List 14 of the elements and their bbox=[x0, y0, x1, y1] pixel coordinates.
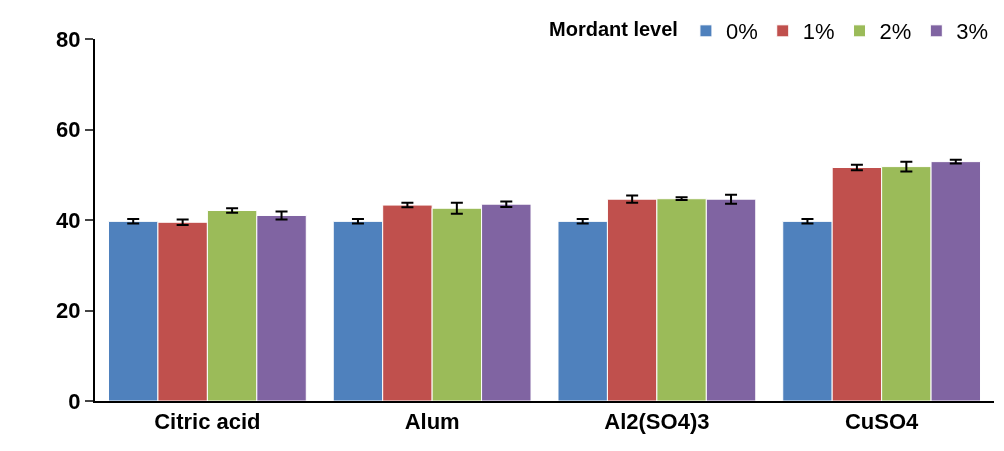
legend-label: 1% bbox=[802, 19, 835, 45]
legend-label: 2% bbox=[879, 19, 912, 45]
y-tick-label: 60 bbox=[56, 117, 81, 143]
x-tick-label: Citric acid bbox=[154, 409, 261, 435]
y-tick-label: 80 bbox=[56, 26, 81, 52]
legend-title: Mordant level bbox=[549, 18, 678, 41]
y-tick-label: 40 bbox=[56, 207, 81, 233]
y-tick-label: 0 bbox=[68, 388, 81, 414]
x-tick-label: Alum bbox=[404, 409, 460, 435]
legend-label: 0% bbox=[725, 19, 758, 45]
legend-label: 3% bbox=[956, 19, 989, 45]
x-tick-label: CuSO4 bbox=[844, 409, 920, 435]
y-tick-label: 20 bbox=[56, 298, 81, 324]
x-tick-label: Al2(SO4)3 bbox=[604, 409, 710, 435]
